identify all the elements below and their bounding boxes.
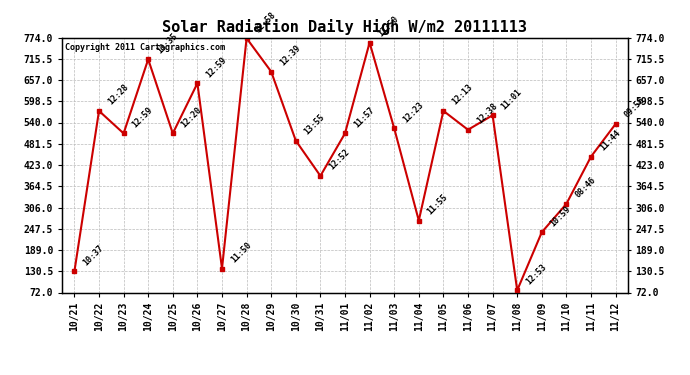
Text: 11:57: 11:57	[352, 105, 376, 129]
Title: Solar Radiation Daily High W/m2 20111113: Solar Radiation Daily High W/m2 20111113	[163, 19, 527, 35]
Text: 11:01: 11:01	[500, 87, 524, 111]
Text: 12:53: 12:53	[524, 262, 548, 286]
Text: 12:38: 12:38	[475, 102, 499, 126]
Text: 13:55: 13:55	[303, 112, 327, 136]
Text: 13:35: 13:35	[155, 31, 179, 55]
Text: 12:23: 12:23	[401, 100, 425, 124]
Text: 12:52: 12:52	[327, 148, 351, 172]
Text: 11:44: 11:44	[598, 128, 622, 153]
Text: 12:39: 12:39	[278, 44, 302, 68]
Text: 10:59: 10:59	[549, 204, 573, 228]
Text: 12:50: 12:50	[377, 14, 401, 38]
Text: 12:58: 12:58	[253, 10, 277, 34]
Text: 11:50: 11:50	[229, 240, 253, 264]
Text: Copyright 2011 Cartographics.com: Copyright 2011 Cartographics.com	[65, 43, 225, 52]
Text: 12:20: 12:20	[179, 105, 204, 129]
Text: 12:13: 12:13	[451, 82, 475, 107]
Text: 11:55: 11:55	[426, 192, 450, 216]
Text: 09:56: 09:56	[622, 96, 647, 120]
Text: 12:59: 12:59	[130, 105, 155, 129]
Text: 12:28: 12:28	[106, 82, 130, 107]
Text: 12:59: 12:59	[204, 55, 228, 79]
Text: 10:37: 10:37	[81, 243, 106, 267]
Text: 08:46: 08:46	[573, 176, 598, 200]
